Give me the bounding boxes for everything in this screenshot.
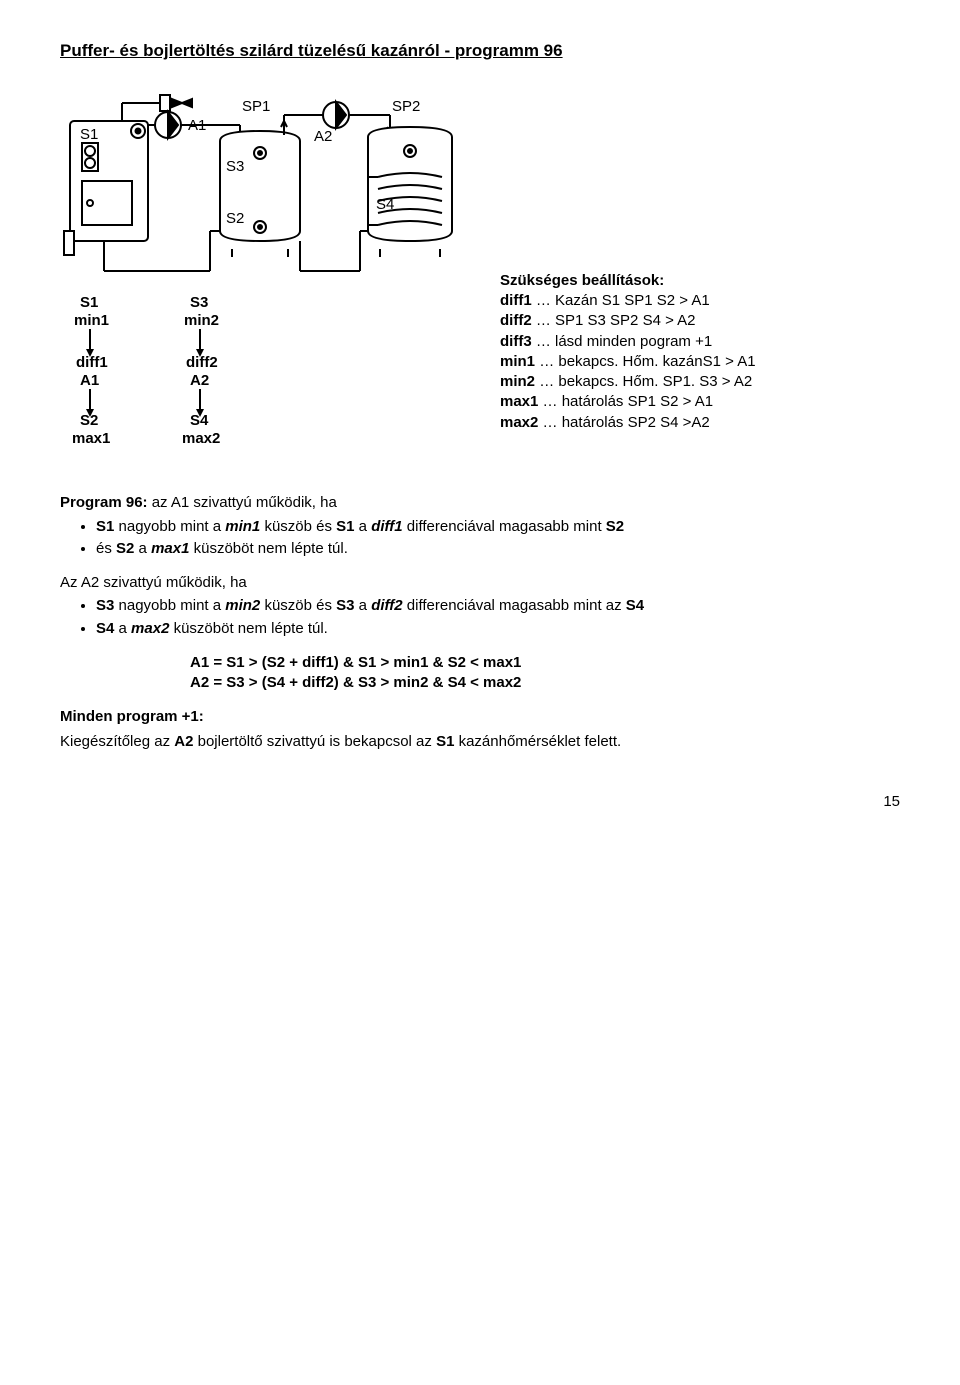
svg-text:S3: S3 xyxy=(190,294,208,311)
list-item: S4 a max2 küszöböt nem lépte túl. xyxy=(96,619,900,639)
settings-line: diff2 … SP1 S3 SP2 S4 > A2 xyxy=(500,311,900,331)
formula-block: A1 = S1 > (S2 + diff1) & S1 > min1 & S2 … xyxy=(190,653,900,694)
settings-column: Szükséges beállítások: diff1 … Kazán S1 … xyxy=(500,81,900,454)
schematic-svg: A1 S1 SP1 S3 S2 xyxy=(60,81,470,281)
svg-text:S1: S1 xyxy=(80,294,98,311)
svg-text:A1: A1 xyxy=(80,372,99,389)
program96-heading: Program 96: az A1 szivattyú működik, ha xyxy=(60,493,900,513)
program96-list-a: S1 nagyobb mint a min1 küszöb és S1 a di… xyxy=(60,517,900,560)
a2-heading: Az A2 szivattyú működik, ha xyxy=(60,573,900,593)
upper-block: A1 S1 SP1 S3 S2 xyxy=(60,81,900,454)
svg-text:diff2: diff2 xyxy=(186,354,218,371)
settings-line: diff1 … Kazán S1 SP1 S2 > A1 xyxy=(500,291,900,311)
formula-line: A1 = S1 > (S2 + diff1) & S1 > min1 & S2 … xyxy=(190,653,900,673)
page-title: Puffer- és bojlertöltés szilárd tüzelésű… xyxy=(60,40,900,63)
settings-line: max2 … határolás SP2 S4 >A2 xyxy=(500,413,900,433)
list-item: S1 nagyobb mint a min1 küszöb és S1 a di… xyxy=(96,517,900,537)
settings-line: max1 … határolás SP1 S2 > A1 xyxy=(500,392,900,412)
closing-block: Minden program +1: Kiegészítőleg az A2 b… xyxy=(60,707,900,752)
settings-line: min2 … bekapcs. Hőm. SP1. S3 > A2 xyxy=(500,372,900,392)
settings-heading: Szükséges beállítások: xyxy=(500,271,900,291)
settings-line: min1 … bekapcs. Hőm. kazánS1 > A1 xyxy=(500,352,900,372)
list-item: S3 nagyobb mint a min2 küszöb és S3 a di… xyxy=(96,596,900,616)
list-item: és S2 a max1 küszöböt nem lépte túl. xyxy=(96,539,900,559)
svg-text:min2: min2 xyxy=(184,312,219,329)
label-s1: S1 xyxy=(80,126,98,143)
svg-text:max2: max2 xyxy=(182,430,220,447)
svg-text:max1: max1 xyxy=(72,430,110,447)
label-s4: S4 xyxy=(376,196,394,213)
label-sp1: SP1 xyxy=(242,98,270,115)
svg-text:min1: min1 xyxy=(74,312,109,329)
page-number: 15 xyxy=(60,792,900,812)
svg-text:A2: A2 xyxy=(190,372,209,389)
label-s3: S3 xyxy=(226,158,244,175)
label-s2: S2 xyxy=(226,210,244,227)
diagram-column: A1 S1 SP1 S3 S2 xyxy=(60,81,470,454)
program96-list-b: S3 nagyobb mint a min2 küszöb és S3 a di… xyxy=(60,596,900,639)
label-sp2: SP2 xyxy=(392,98,420,115)
label-a2: A2 xyxy=(314,128,332,145)
svg-text:diff1: diff1 xyxy=(76,354,108,371)
legend-svg: S1 min1 diff1 A1 S2 max1 S3 min2 diff2 A… xyxy=(60,287,320,447)
settings-line: diff3 … lásd minden pogram +1 xyxy=(500,332,900,352)
formula-line: A2 = S3 > (S4 + diff2) & S3 > min2 & S4 … xyxy=(190,673,900,693)
